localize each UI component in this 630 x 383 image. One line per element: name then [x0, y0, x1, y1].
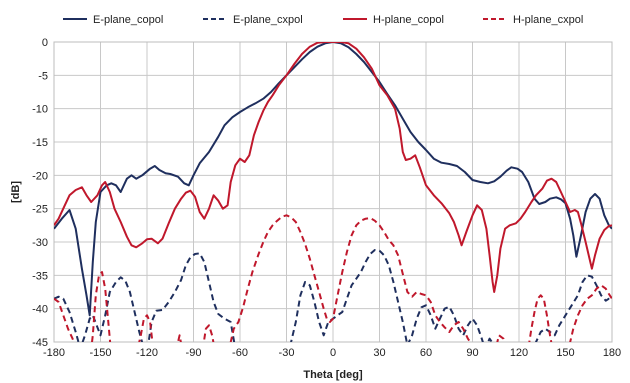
series-line-h-plane-copol: [54, 42, 612, 293]
x-tick-label: 150: [556, 347, 574, 359]
x-tick-label: -30: [279, 347, 295, 359]
legend-label: E-plane_copol: [93, 14, 163, 26]
series-line-h-plane-cxpol: [54, 214, 612, 342]
legend-item: E-plane_copol: [63, 14, 163, 26]
y-tick-label: -30: [32, 237, 48, 249]
legend-item: E-plane_cxpol: [203, 14, 303, 26]
x-tick-label: -180: [43, 347, 65, 359]
y-tick-label: -20: [32, 170, 48, 182]
y-tick-labels: 0 -5 -10 -15 -20 -25 -30 -35 -40 -45: [32, 37, 48, 349]
x-tick-label: 180: [603, 347, 621, 359]
y-tick-label: -15: [32, 137, 48, 149]
x-tick-labels: -180 -150 -120 -90 -60 -30 0 30 60 90 120 150 180: [43, 347, 621, 359]
y-tick-label: 0: [42, 37, 48, 49]
legend-item: H-plane_copol: [343, 14, 444, 26]
y-tick-label: -25: [32, 204, 48, 216]
x-tick-label: -60: [232, 347, 248, 359]
series-layer: [54, 42, 612, 342]
legend-label: E-plane_cxpol: [233, 14, 303, 26]
x-tick-label: 60: [420, 347, 432, 359]
y-tick-label: -10: [32, 104, 48, 116]
legend-label: H-plane_cxpol: [513, 14, 583, 26]
grid-lines: [53, 41, 613, 343]
y-axis-title: [dB]: [10, 181, 22, 203]
x-tick-label: -90: [186, 347, 202, 359]
series-line-e-plane-cxpol: [54, 249, 612, 342]
x-tick-label: 30: [373, 347, 385, 359]
x-tick-label: -120: [136, 347, 158, 359]
legend: E-plane_copol E-plane_cxpol H-plane_copol H…: [63, 14, 583, 26]
y-tick-label: -45: [32, 337, 48, 349]
x-tick-label: 0: [330, 347, 336, 359]
y-tick-label: -5: [38, 70, 48, 82]
x-axis-title: Theta [deg]: [303, 369, 363, 381]
x-tick-label: -150: [89, 347, 111, 359]
legend-label: H-plane_copol: [373, 14, 444, 26]
y-tick-label: -35: [32, 270, 48, 282]
x-tick-label: 120: [510, 347, 528, 359]
x-tick-label: 90: [466, 347, 478, 359]
y-tick-label: -40: [32, 304, 48, 316]
legend-item: H-plane_cxpol: [483, 14, 583, 26]
